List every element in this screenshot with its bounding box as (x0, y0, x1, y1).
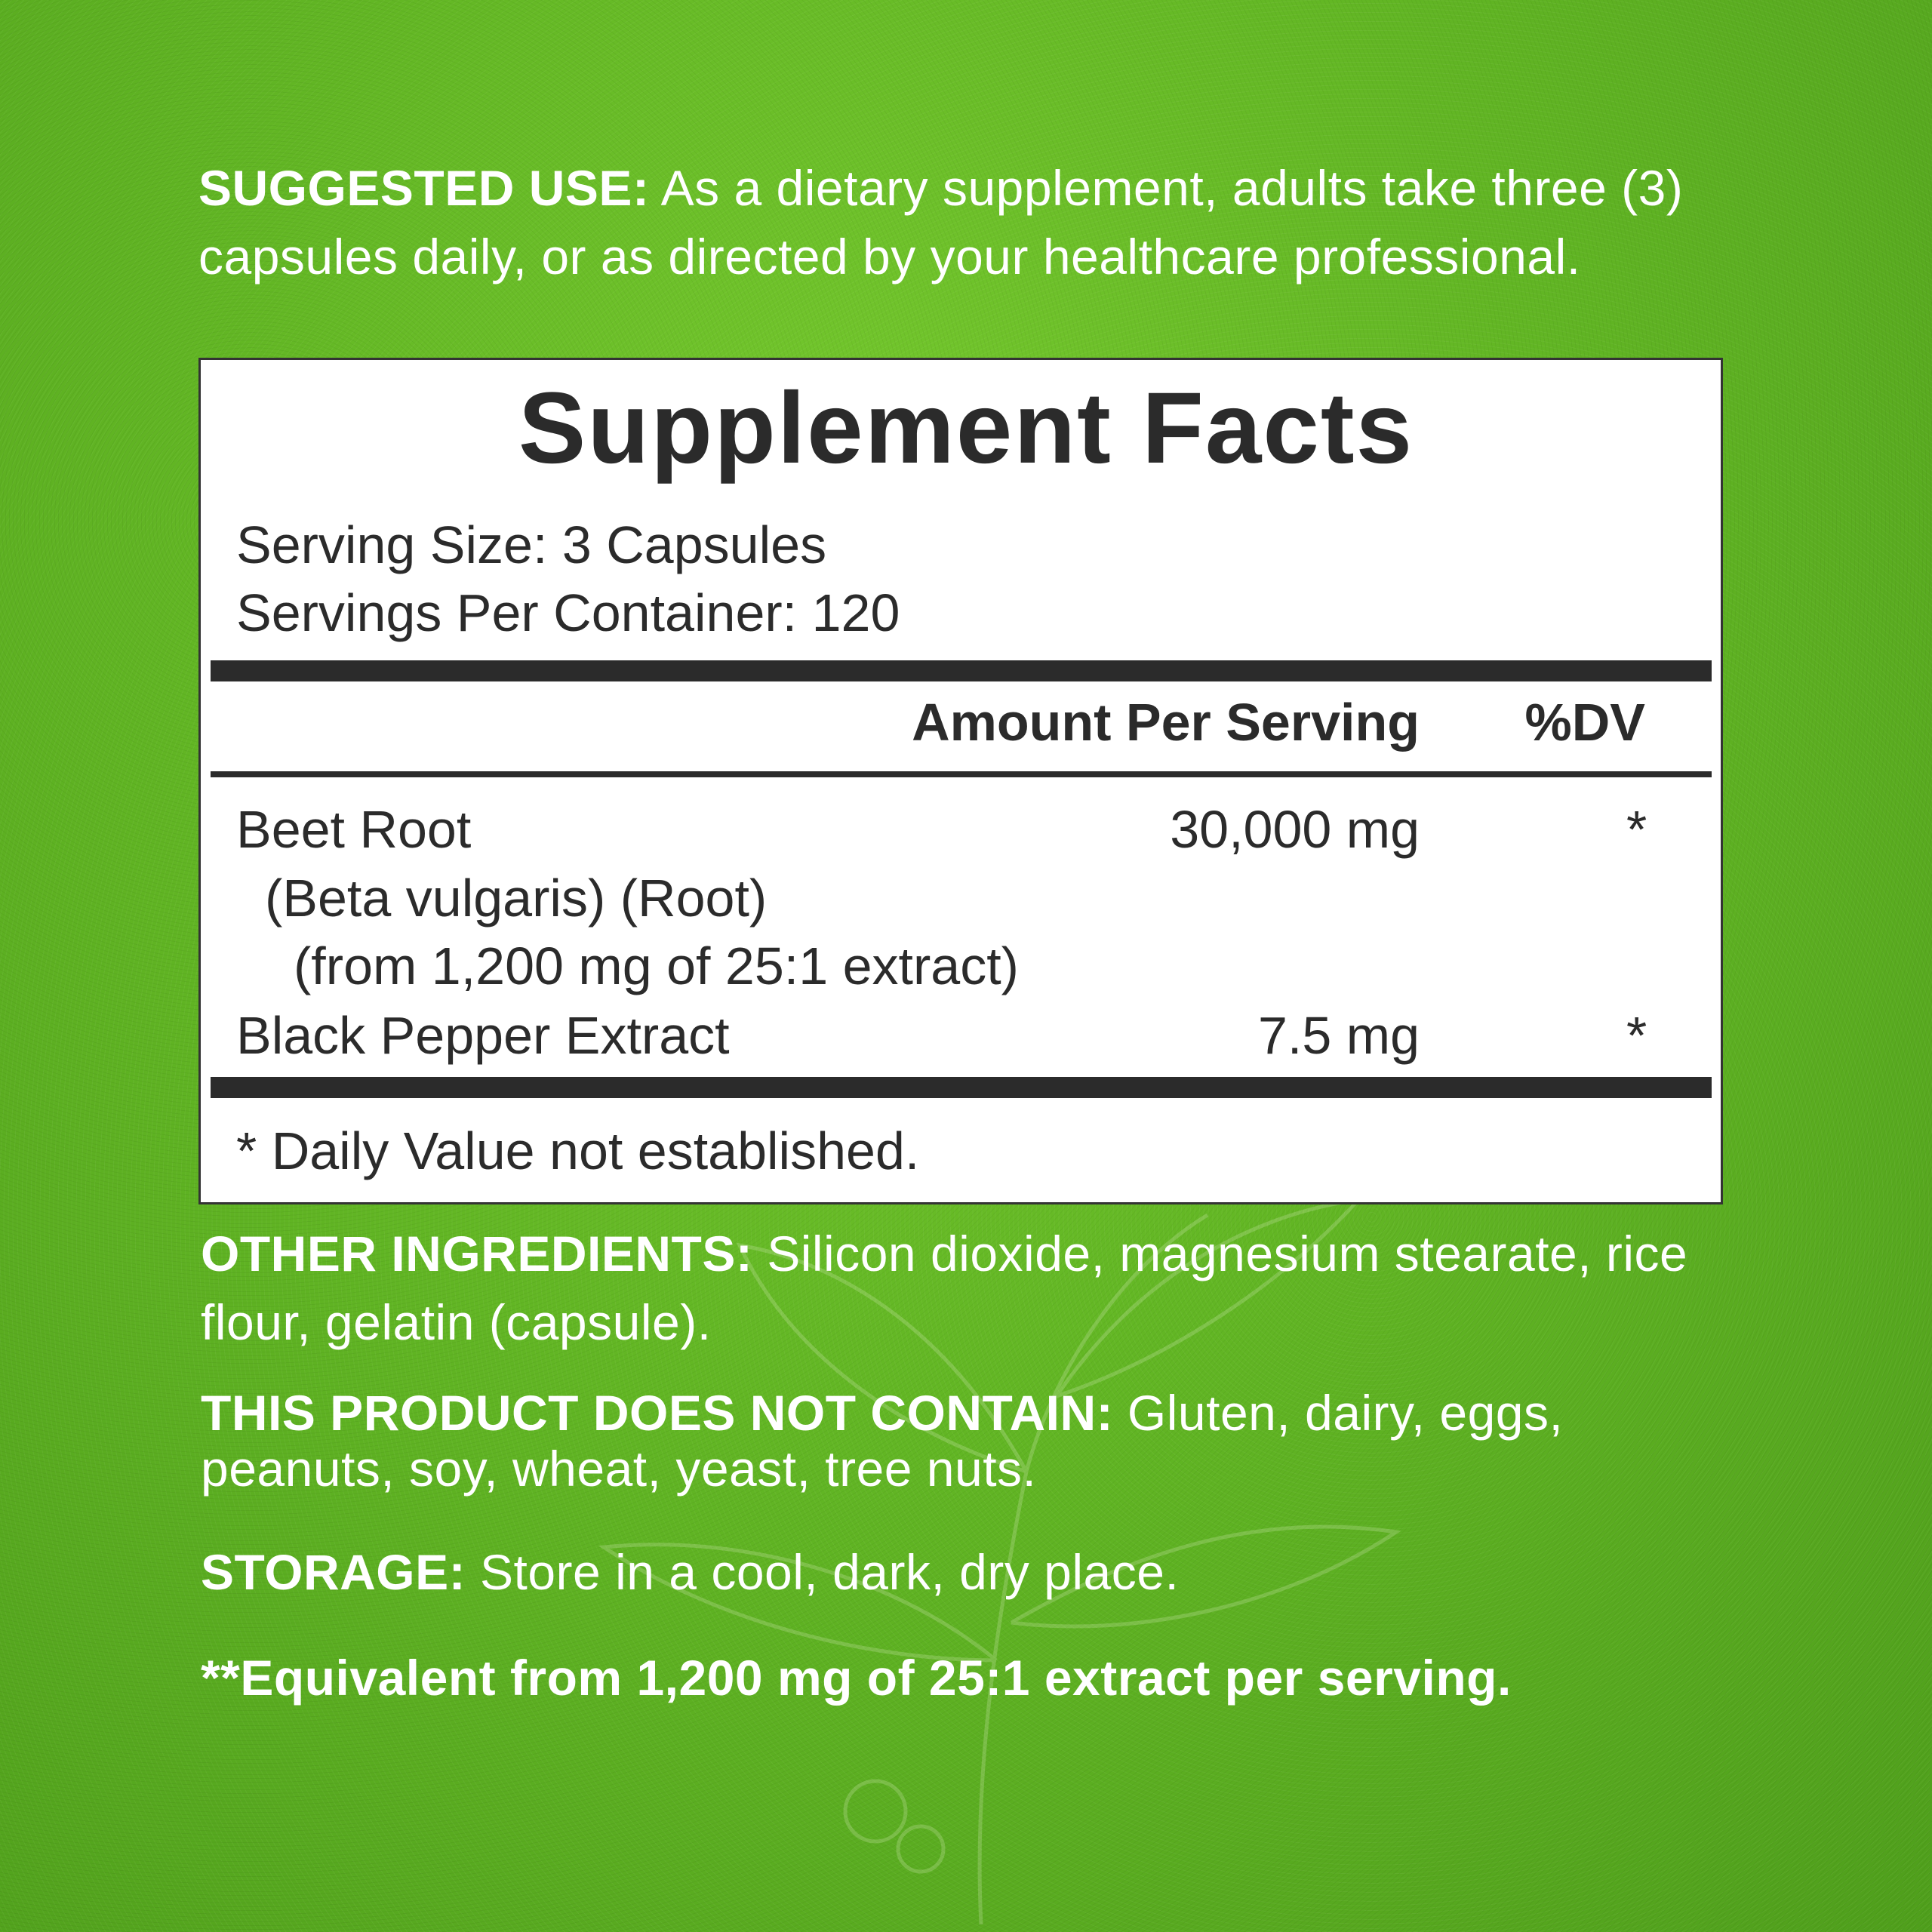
ingredient-amount: 7.5 mg (1258, 1006, 1420, 1065)
ingredient-subtitle: (from 1,200 mg of 25:1 extract) (294, 937, 1019, 995)
ingredient-name: Black Pepper Extract (236, 1006, 730, 1065)
supplement-facts-panel (198, 358, 1723, 1204)
suggested-use-text: As a dietary supplement, adults take thr… (198, 160, 1684, 285)
serving-size: Serving Size: 3 Capsules (236, 515, 827, 574)
other-ingredients: OTHER INGREDIENTS: Silicon dioxide, magn… (201, 1220, 1748, 1357)
divider-thick (211, 660, 1712, 681)
servings-per-container: Servings Per Container: 120 (236, 583, 900, 642)
ingredient-subtitle: (Beta vulgaris) (Root) (265, 869, 768, 928)
ingredient-name: Beet Root (236, 800, 472, 859)
suggested-use-label: SUGGESTED USE: (198, 160, 650, 216)
header-dv: %DV (1524, 693, 1645, 752)
storage: STORAGE: Store in a cool, dark, dry plac… (201, 1538, 1748, 1607)
does-not-contain-label: THIS PRODUCT DOES NOT CONTAIN: (201, 1385, 1114, 1441)
other-ingredients-text: Silicon dioxide, magnesium stearate, ric… (201, 1226, 1688, 1350)
facts-title: Supplement Facts (518, 372, 1414, 485)
other-ingredients-label: OTHER INGREDIENTS: (201, 1226, 753, 1281)
does-not-contain-text: Gluten, dairy, eggs, peanuts, soy, wheat… (201, 1385, 1564, 1497)
equivalent-note: **Equivalent from 1,200 mg of 25:1 extra… (201, 1650, 1512, 1706)
footnote: * Daily Value not established. (236, 1121, 920, 1180)
storage-text: Store in a cool, dark, dry place. (466, 1544, 1180, 1600)
ingredient-dv: * (1626, 800, 1647, 859)
ingredient-dv: * (1626, 1006, 1647, 1065)
does-not-contain: THIS PRODUCT DOES NOT CONTAIN: Gluten, d… (201, 1385, 1748, 1497)
divider-thick (211, 1077, 1712, 1098)
divider-thin (211, 771, 1712, 777)
suggested-use: SUGGESTED USE: As a dietary supplement, … (198, 154, 1746, 291)
header-amount: Amount Per Serving (912, 693, 1420, 752)
ingredient-amount: 30,000 mg (1170, 800, 1420, 859)
storage-label: STORAGE: (201, 1544, 466, 1600)
